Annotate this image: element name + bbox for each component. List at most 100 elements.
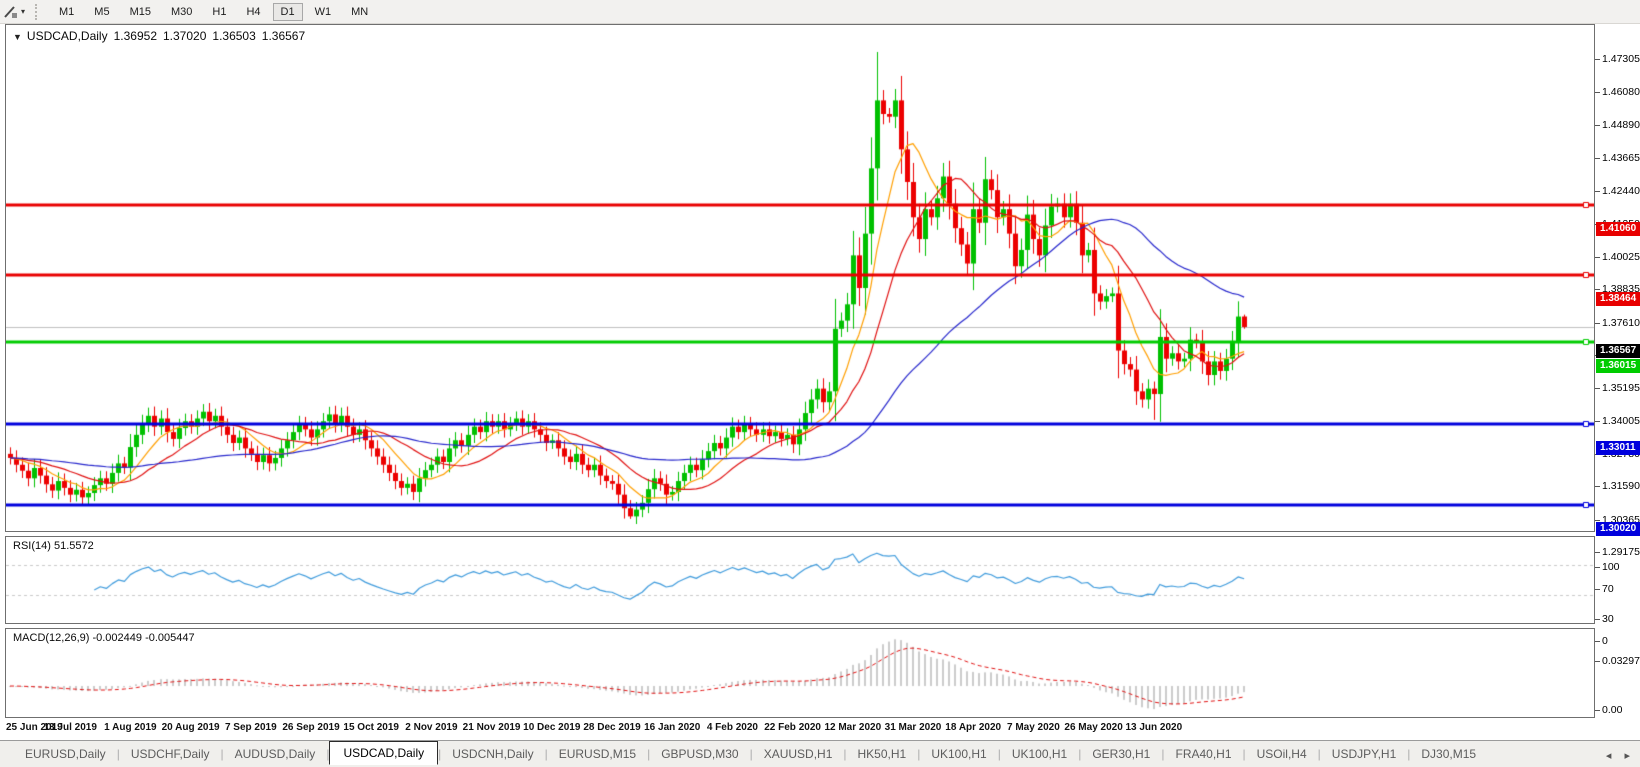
symbol-ohlc-line: ▼ USDCAD,Daily 1.36952 1.37020 1.36503 1.3656… bbox=[13, 29, 305, 43]
tool-dropdown-caret-icon[interactable]: ▾ bbox=[21, 7, 26, 16]
chart-tab-USDCAD-Daily[interactable]: USDCAD,Daily bbox=[329, 741, 439, 765]
chart-tab-USDCNH-Daily[interactable]: USDCNH,Daily bbox=[452, 747, 534, 761]
tab-separator: | bbox=[1242, 747, 1246, 761]
price-tick-label: 1.34005 bbox=[1602, 414, 1640, 427]
timeframe-button-M5[interactable]: M5 bbox=[94, 5, 110, 18]
tab-separator: | bbox=[997, 747, 1001, 761]
chart-tab-USDJPY-H1[interactable]: USDJPY,H1 bbox=[1331, 747, 1397, 761]
date-axis-label: 25 Jun 2019 bbox=[6, 722, 63, 733]
axis-tick-mark bbox=[1595, 157, 1600, 159]
tab-scroll-arrows: ◂ ▸ bbox=[1596, 749, 1630, 762]
timeframe-button-MN[interactable]: MN bbox=[351, 5, 369, 18]
date-axis-label: 4 Feb 2020 bbox=[706, 722, 758, 733]
timeframe-button-H1[interactable]: H1 bbox=[212, 5, 227, 18]
open-value: 1.36952 bbox=[113, 29, 157, 43]
collapse-caret-icon[interactable]: ▼ bbox=[13, 32, 22, 42]
price-tick-label: 1.38835 bbox=[1602, 283, 1640, 296]
tab-separator: | bbox=[647, 747, 651, 761]
chart-tab-HK50-H1[interactable]: HK50,H1 bbox=[857, 747, 907, 761]
hline-price-flag: 1.38464 bbox=[1596, 292, 1640, 307]
axis-tick-mark bbox=[1595, 486, 1600, 488]
price-chart-canvas[interactable] bbox=[6, 25, 1594, 531]
date-axis-label: 28 Dec 2019 bbox=[583, 722, 641, 733]
axis-tick-mark bbox=[1595, 618, 1600, 620]
axis-tick-mark bbox=[1595, 567, 1600, 568]
date-axis-label: 31 Mar 2020 bbox=[884, 722, 942, 733]
tab-separator: | bbox=[1078, 747, 1082, 761]
timeframe-button-M1[interactable]: M1 bbox=[59, 5, 75, 18]
price-tick-label: 1.37610 bbox=[1602, 316, 1640, 329]
close-value: 1.36567 bbox=[261, 29, 306, 43]
axis-tick-mark bbox=[1595, 710, 1600, 712]
chart-tab-EURUSD-Daily[interactable]: EURUSD,Daily bbox=[25, 747, 106, 761]
axis-tick-mark bbox=[1595, 92, 1600, 94]
axis-tick-mark bbox=[1595, 59, 1600, 60]
chart-tab-UK100-H1[interactable]: UK100,H1 bbox=[1011, 747, 1068, 761]
tab-scroll-left-icon[interactable]: ◂ bbox=[1605, 750, 1612, 762]
price-tick-label: 1.43665 bbox=[1602, 151, 1640, 164]
rsi-label: RSI(14) 51.5572 bbox=[13, 540, 94, 552]
date-axis-label: 13 Jun 2020 bbox=[1125, 722, 1183, 733]
hline-price-flag: 1.30020 bbox=[1596, 521, 1640, 536]
axis-tick-mark bbox=[1595, 256, 1600, 258]
tab-separator: | bbox=[1161, 747, 1165, 761]
date-axis-label: 15 Oct 2019 bbox=[343, 722, 399, 733]
timeframe-button-D1[interactable]: D1 bbox=[272, 2, 303, 21]
axis-tick-mark bbox=[1595, 124, 1600, 126]
axis-tick-mark bbox=[1595, 191, 1600, 193]
drawing-tool-icon[interactable] bbox=[2, 3, 20, 21]
price-tick-label: 1.44890 bbox=[1602, 118, 1640, 131]
rsi-pane: RSI(14) 51.5572 bbox=[5, 536, 1595, 624]
tab-scroll-right-icon[interactable]: ▸ bbox=[1624, 750, 1630, 762]
tab-separator: | bbox=[220, 747, 224, 761]
price-tick-label: 1.31590 bbox=[1602, 480, 1640, 493]
hline-price-flag: 1.33011 bbox=[1596, 440, 1640, 455]
toolbar: ▾ M1 M5 M15 M30 H1 H4 D1 W1 MN bbox=[0, 0, 1640, 24]
axis-tick-mark bbox=[1595, 661, 1600, 662]
price-tick-label: 1.40025 bbox=[1602, 250, 1640, 263]
chart-tab-bar: EURUSD,Daily | USDCHF,Daily | AUDUSD,Daily | U… bbox=[0, 740, 1640, 767]
chart-tab-EURUSD-M15[interactable]: EURUSD,M15 bbox=[558, 747, 637, 761]
axis-tick-mark bbox=[1595, 420, 1600, 422]
date-axis-label: 7 Sep 2019 bbox=[224, 722, 277, 733]
chart-tab-GER30-H1[interactable]: GER30,H1 bbox=[1092, 747, 1151, 761]
low-value: 1.36503 bbox=[212, 29, 256, 43]
macd-pane: MACD(12,26,9) -0.002449 -0.005447 bbox=[5, 628, 1595, 718]
axis-tick-mark bbox=[1595, 641, 1600, 642]
date-axis-label: 1 Aug 2019 bbox=[104, 722, 157, 733]
axis-tick-mark bbox=[1595, 551, 1600, 553]
chart-tab-AUDUSD-Daily[interactable]: AUDUSD,Daily bbox=[234, 747, 316, 761]
date-axis-label: 26 May 2020 bbox=[1064, 722, 1123, 733]
toolbar-gripper bbox=[35, 3, 39, 20]
macd-tick-label: 0.032972 bbox=[1602, 655, 1640, 667]
timeframe-button-H4[interactable]: H4 bbox=[246, 5, 261, 18]
date-axis-label: 13 Jul 2019 bbox=[43, 722, 97, 733]
drawing-tool-group[interactable]: ▾ bbox=[0, 3, 29, 21]
timeframe-button-W1[interactable]: W1 bbox=[314, 5, 332, 18]
tab-separator: | bbox=[544, 747, 548, 761]
chart-tab-DJ30-M15[interactable]: DJ30,M15 bbox=[1421, 747, 1477, 761]
chart-tab-XAUUSD-H1[interactable]: XAUUSD,H1 bbox=[763, 747, 833, 761]
price-tick-label: 1.42440 bbox=[1602, 185, 1640, 198]
chart-tab-UK100-H1[interactable]: UK100,H1 bbox=[931, 747, 987, 761]
date-axis-label: 2 Nov 2019 bbox=[405, 722, 458, 733]
chart-tab-GBPUSD-M30[interactable]: GBPUSD,M30 bbox=[661, 747, 739, 761]
axis-tick-mark bbox=[1595, 388, 1600, 390]
date-axis-label: 21 Nov 2019 bbox=[462, 722, 521, 733]
rsi-tick-label: 70 bbox=[1602, 583, 1614, 596]
timeframe-toolbar: M1 M5 M15 M30 H1 H4 D1 W1 MN bbox=[49, 2, 378, 21]
tab-separator: | bbox=[326, 747, 330, 761]
macd-chart-canvas[interactable] bbox=[6, 629, 1594, 717]
chart-tab-USDCHF-Daily[interactable]: USDCHF,Daily bbox=[130, 747, 210, 761]
chart-tab-USOil-H4[interactable]: USOil,H4 bbox=[1256, 747, 1307, 761]
date-axis-label: 7 May 2020 bbox=[1006, 722, 1060, 733]
rsi-chart-canvas[interactable] bbox=[6, 537, 1594, 623]
hline-price-flag: 1.36015 bbox=[1596, 358, 1640, 373]
date-axis-label: 26 Sep 2019 bbox=[282, 722, 340, 733]
macd-label: MACD(12,26,9) -0.002449 -0.005447 bbox=[13, 632, 195, 644]
timeframe-button-M30[interactable]: M30 bbox=[170, 5, 193, 18]
axis-tick-mark bbox=[1595, 289, 1600, 291]
timeframe-button-M15[interactable]: M15 bbox=[129, 5, 151, 18]
chart-tab-FRA40-H1[interactable]: FRA40,H1 bbox=[1175, 747, 1232, 761]
